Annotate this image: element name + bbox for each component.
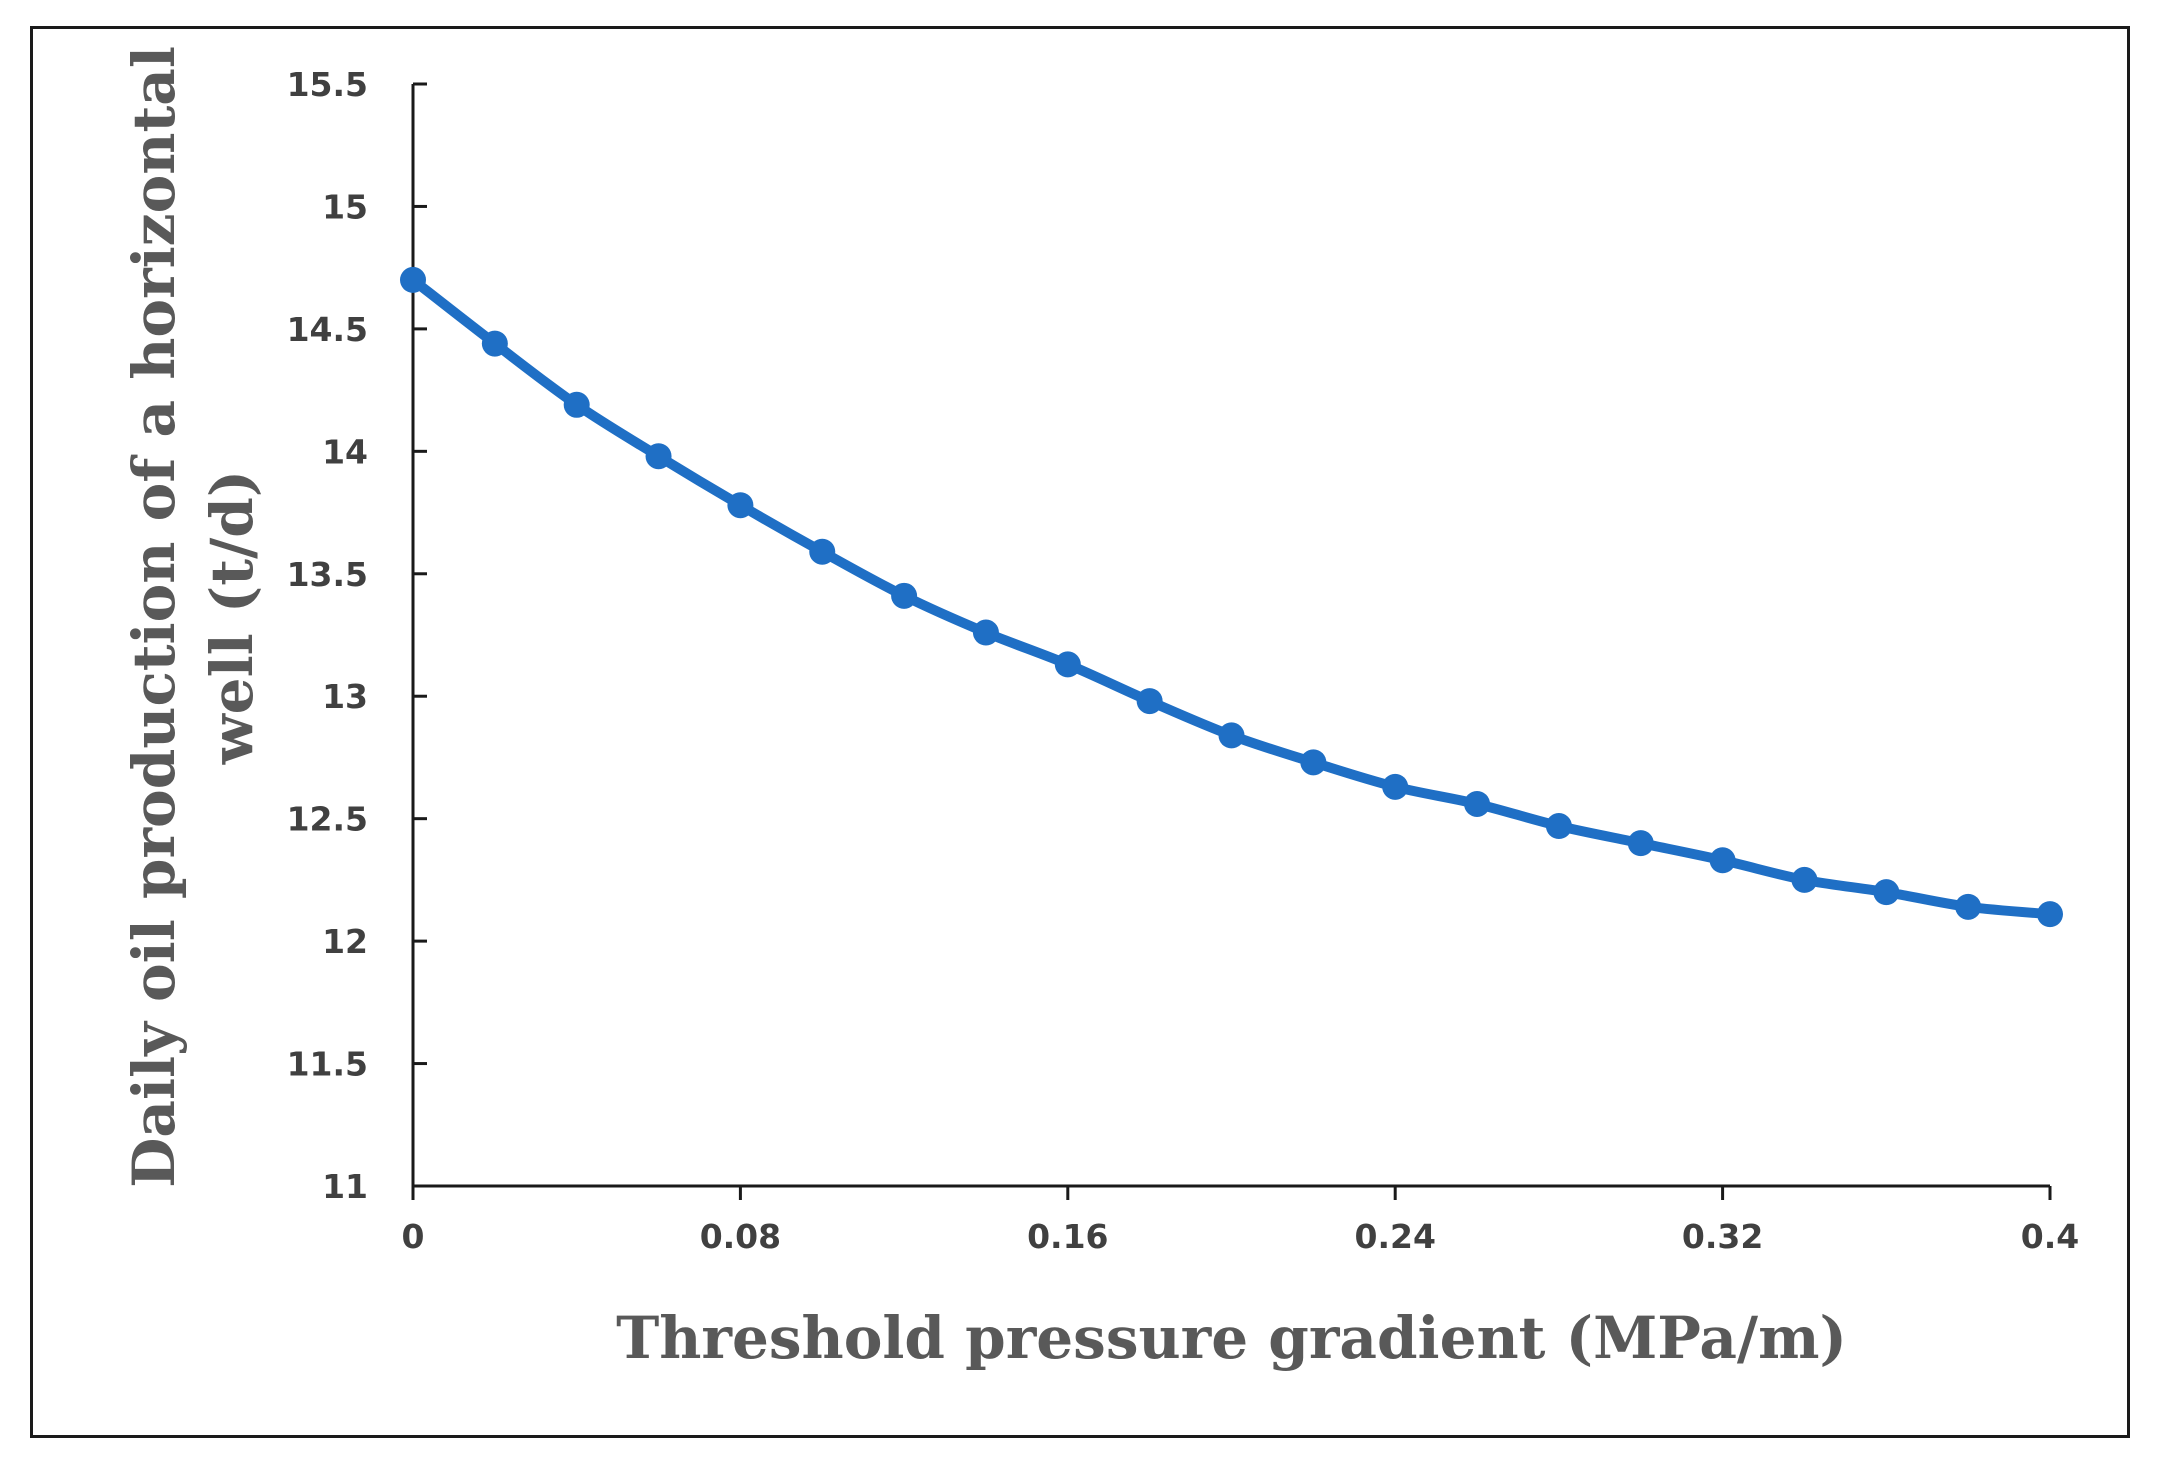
data-point bbox=[400, 266, 426, 293]
y-tick-label: 12 bbox=[322, 922, 368, 961]
data-point bbox=[1873, 879, 1900, 906]
data-point bbox=[1627, 830, 1654, 857]
x-tick-label: 0.16 bbox=[1027, 1217, 1108, 1256]
x-tick-label: 0.24 bbox=[1354, 1217, 1435, 1256]
data-point bbox=[481, 330, 508, 357]
y-tick-label: 14 bbox=[322, 432, 368, 471]
y-tick-label: 15 bbox=[322, 187, 368, 226]
data-point bbox=[645, 443, 672, 470]
data-point bbox=[972, 619, 999, 646]
x-axis-title: Threshold pressure gradient (MPa/m) bbox=[616, 1304, 1847, 1372]
data-point bbox=[1791, 866, 1818, 893]
data-point bbox=[1955, 893, 1982, 920]
y-axis-title-line-2: well (t/d) bbox=[198, 470, 266, 766]
data-point bbox=[1709, 847, 1736, 874]
x-tick-label: 0 bbox=[402, 1217, 425, 1256]
y-ticks: 11 11.5 12 12.5 13 13.5 14 14.5 15 15.5 bbox=[287, 65, 427, 1206]
data-point bbox=[2037, 901, 2063, 928]
y-tick-label: 15.5 bbox=[287, 65, 368, 104]
data-point bbox=[1382, 773, 1409, 800]
data-point bbox=[1218, 722, 1245, 749]
y-tick-label: 11 bbox=[322, 1167, 368, 1206]
data-point bbox=[727, 492, 754, 519]
y-tick-label: 13.5 bbox=[287, 555, 368, 594]
data-point bbox=[891, 582, 918, 609]
x-ticks: 0 0.08 0.16 0.24 0.32 0.4 bbox=[402, 1186, 2079, 1256]
data-point bbox=[1545, 813, 1572, 840]
x-tick-label: 0.32 bbox=[1682, 1217, 1763, 1256]
data-point bbox=[1300, 749, 1327, 776]
y-tick-label: 12.5 bbox=[287, 800, 368, 839]
y-tick-label: 11.5 bbox=[287, 1045, 368, 1084]
data-point bbox=[1054, 651, 1081, 678]
x-tick-label: 0.4 bbox=[2021, 1217, 2079, 1256]
data-point bbox=[1136, 688, 1163, 715]
y-tick-label: 14.5 bbox=[287, 310, 368, 349]
series-line bbox=[408, 274, 2055, 920]
figure-frame bbox=[30, 26, 2130, 1438]
x-tick-label: 0.08 bbox=[700, 1217, 781, 1256]
y-tick-label: 13 bbox=[322, 677, 368, 716]
y-axis-title-line-1: Daily oil production of a horizontal bbox=[120, 46, 188, 1188]
data-point bbox=[563, 391, 590, 418]
data-point bbox=[1464, 790, 1491, 817]
axes bbox=[411, 84, 2050, 1188]
data-point bbox=[809, 538, 836, 565]
series-layer bbox=[400, 266, 2063, 928]
